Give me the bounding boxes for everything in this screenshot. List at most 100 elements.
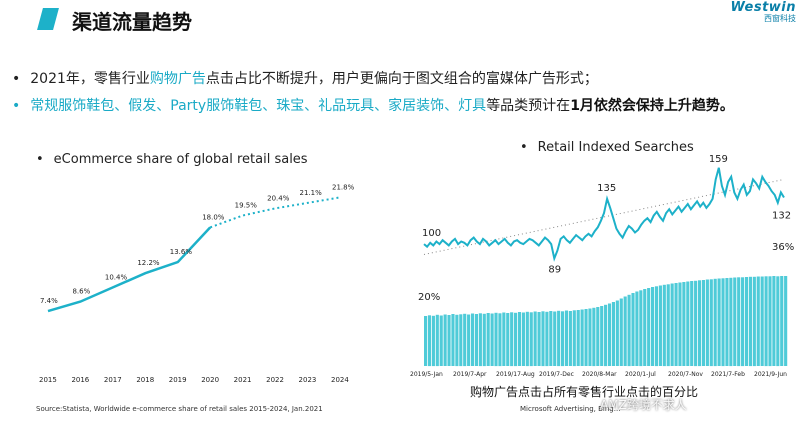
- right-chart-title: • Retail Indexed Searches: [520, 140, 694, 155]
- click-share-bar: [725, 278, 729, 366]
- click-share-bar: [776, 276, 780, 367]
- click-share-bar: [467, 314, 471, 366]
- click-share-bar: [545, 311, 549, 367]
- brand-logo: Westwin 西窗科技: [731, 0, 797, 24]
- click-share-bar: [533, 311, 537, 366]
- click-share-bar: [521, 312, 525, 366]
- click-share-bar: [596, 307, 600, 366]
- search-x-tick: 2019/7-Dec: [539, 371, 574, 378]
- bullet-dot-icon: •: [36, 152, 44, 167]
- click-share-start-label: 20%: [418, 292, 440, 303]
- click-share-bar: [498, 313, 502, 367]
- ecommerce-data-label: 8.6%: [72, 288, 90, 296]
- click-share-bar: [744, 277, 749, 366]
- click-share-bar: [588, 308, 592, 366]
- bullet-2-mid: 等品类预计在: [486, 98, 571, 114]
- click-share-bar: [510, 312, 514, 367]
- ecommerce-x-tick: 2024: [331, 376, 349, 384]
- ecommerce-x-tick: 2015: [39, 376, 57, 384]
- logo-subtext: 西窗科技: [764, 14, 796, 23]
- click-share-bar: [517, 312, 522, 366]
- click-share-bar: [694, 280, 698, 367]
- click-share-bar: [502, 312, 506, 366]
- search-x-tick: 2019/17-Aug: [496, 371, 535, 378]
- search-max-label: 159: [709, 154, 728, 165]
- bullet-1-highlight: 购物广告: [149, 71, 206, 87]
- click-share-bar: [506, 313, 510, 366]
- click-share-bar: [639, 290, 643, 367]
- click-share-bar: [717, 278, 721, 366]
- click-share-bar: [478, 313, 482, 367]
- search-start-label: 100: [422, 228, 441, 239]
- bullet-dot-icon: •: [520, 140, 528, 155]
- watermark: AMZ跨境不求人: [600, 398, 687, 412]
- click-share-bar: [576, 310, 580, 366]
- left-chart-source: Source:Statista, Worldwide e-commerce sh…: [36, 405, 323, 413]
- click-share-bar: [474, 314, 479, 366]
- right-chart-caption: 购物广告点击占所有零售行业点击的百分比: [470, 385, 699, 399]
- click-share-bar: [604, 304, 608, 367]
- click-share-bar: [748, 276, 752, 367]
- click-share-bar: [560, 311, 565, 367]
- bullet-2-strong: 1月依然会保持上升趋势。: [570, 98, 734, 114]
- right-chart-source: Microsoft Advertising, Bing...: [520, 405, 621, 413]
- click-share-bar: [780, 276, 784, 366]
- ecommerce-x-tick: 2016: [71, 376, 89, 384]
- click-share-bar: [670, 283, 674, 366]
- click-share-bar: [686, 281, 690, 366]
- click-share-bar: [439, 315, 443, 366]
- click-share-bar: [760, 276, 764, 366]
- click-share-bar: [635, 291, 639, 366]
- click-share-bar: [553, 311, 557, 366]
- click-share-bar: [658, 285, 662, 366]
- bullet-1-prefix: 2021年，零售行业: [30, 71, 150, 87]
- click-share-bar: [615, 300, 619, 366]
- search-end-label: 132: [772, 211, 791, 222]
- left-chart-title-text: eCommerce share of global retail sales: [53, 152, 308, 167]
- bullet-dot-icon: •: [12, 71, 21, 87]
- click-share-bar: [494, 312, 498, 367]
- click-share-bar: [572, 310, 576, 367]
- click-share-bar: [764, 276, 768, 367]
- logo-text: Westwin: [730, 0, 796, 15]
- search-x-tick: 2020/1-Jul: [625, 371, 656, 378]
- search-low-label: 89: [548, 264, 561, 275]
- bullet-point-1: • 2021年，零售行业购物广告点击占比不断提升，用户更偏向于图文组合的富媒体广告…: [12, 68, 598, 88]
- ecommerce-data-label: 12.2%: [137, 259, 160, 267]
- search-x-tick: 2020/7-Nov: [668, 371, 703, 378]
- ecommerce-data-label: 13.6%: [170, 248, 193, 256]
- click-share-bar: [482, 313, 486, 367]
- click-share-bar: [490, 313, 494, 366]
- click-share-bar: [721, 278, 725, 367]
- ecommerce-data-label: 10.4%: [105, 273, 128, 281]
- click-share-bar: [651, 287, 655, 366]
- ecommerce-x-tick: 2019: [169, 376, 187, 384]
- search-index-line: [423, 167, 785, 262]
- click-share-bar: [701, 280, 706, 366]
- click-share-bar: [584, 309, 588, 366]
- click-share-bar: [643, 289, 647, 366]
- click-share-bar: [455, 314, 459, 367]
- click-share-bar: [447, 315, 451, 366]
- click-share-bar: [541, 311, 545, 367]
- ecommerce-x-tick: 2020: [201, 376, 219, 384]
- click-share-bar: [619, 298, 623, 366]
- click-share-bar: [580, 309, 584, 366]
- click-share-bar: [514, 312, 518, 367]
- click-share-bar: [529, 312, 533, 367]
- click-share-bar: [443, 314, 447, 366]
- click-share-bar: [772, 276, 776, 366]
- bullet-2-highlight: 常规服饰鞋包、假发、Party服饰鞋包、珠宝、礼品玩具、家居装饰、灯具: [30, 98, 487, 114]
- click-share-bar: [537, 312, 541, 366]
- ecommerce-data-label: 20.4%: [267, 194, 290, 202]
- ecommerce-data-label: 21.1%: [300, 189, 323, 197]
- click-share-bar: [627, 294, 631, 367]
- search-x-tick: 2019/5-Jan: [410, 371, 443, 378]
- click-share-bar: [674, 283, 678, 366]
- ecommerce-data-label: 21.8%: [332, 183, 355, 191]
- click-share-bar: [600, 306, 604, 366]
- click-share-bar: [623, 296, 627, 366]
- bullet-point-2: • 常规服饰鞋包、假发、Party服饰鞋包、珠宝、礼品玩具、家居装饰、灯具等品类预…: [12, 95, 734, 115]
